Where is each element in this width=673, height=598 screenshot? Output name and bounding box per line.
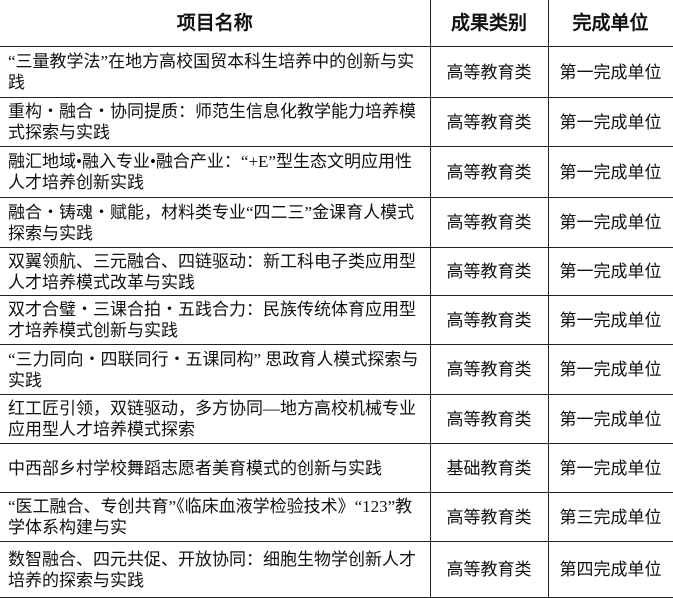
project-name-cell: “三量教学法”在地方高校国贸本科生培养中的创新与实践 — [0, 46, 431, 98]
table-row: 红工匠引领，双链驱动，多方协同—地方高校机械专业应用型人才培养模式探索 高等教育类… — [0, 394, 673, 444]
unit-cell: 第一完成单位 — [547, 344, 673, 395]
unit-cell: 第一完成单位 — [547, 295, 673, 345]
category-cell: 高等教育类 — [429, 46, 549, 98]
unit-cell: 第一完成单位 — [547, 247, 673, 296]
project-name-cell: 红工匠引领，双链驱动，多方协同—地方高校机械专业应用型人才培养模式探索 — [0, 394, 431, 444]
project-name-cell: 双才合璧・三课合拍・五践合力：民族传统体育应用型才培养模式创新与实践 — [0, 295, 431, 345]
unit-cell: 第三完成单位 — [547, 492, 673, 542]
unit-cell: 第一完成单位 — [547, 394, 673, 444]
table-row: 双翼领航、三元融合、四链驱动：新工科电子类应用型人才培养模式改革与实践 高等教育类… — [0, 247, 673, 296]
header-project-name: 项目名称 — [0, 0, 431, 47]
table-row: 中西部乡村学校舞蹈志愿者美育模式的创新与实践 基础教育类 第一完成单位 — [0, 443, 673, 493]
table-header-row: 项目名称 成果类别 完成单位 — [0, 0, 673, 47]
category-cell: 高等教育类 — [429, 492, 549, 542]
category-cell: 高等教育类 — [429, 344, 549, 395]
category-cell: 高等教育类 — [429, 97, 549, 147]
project-name-cell: 中西部乡村学校舞蹈志愿者美育模式的创新与实践 — [0, 443, 431, 493]
category-cell: 高等教育类 — [429, 541, 549, 598]
category-cell: 基础教育类 — [429, 443, 549, 493]
table-row: 重构・融合・协同提质：师范生信息化教学能力培养模式探索与实践 高等教育类 第一完成单… — [0, 97, 673, 147]
table-row: 融汇地域•融入专业•融合产业：“+E”型生态文明应用性人才培养创新实践 高等教育类… — [0, 146, 673, 198]
header-unit: 完成单位 — [547, 0, 673, 47]
unit-cell: 第四完成单位 — [547, 541, 673, 598]
project-name-cell: “医工融合、专创共育”《临床血液学检验技术》“123”教学体系构建与实 — [0, 492, 431, 542]
category-cell: 高等教育类 — [429, 197, 549, 248]
unit-cell: 第一完成单位 — [547, 197, 673, 248]
header-category: 成果类别 — [429, 0, 549, 47]
unit-cell: 第一完成单位 — [547, 443, 673, 493]
category-cell: 高等教育类 — [429, 295, 549, 345]
table-row: 双才合璧・三课合拍・五践合力：民族传统体育应用型才培养模式创新与实践 高等教育类第… — [0, 295, 673, 345]
project-name-cell: 双翼领航、三元融合、四链驱动：新工科电子类应用型人才培养模式改革与实践 — [0, 247, 431, 296]
unit-cell: 第一完成单位 — [547, 46, 673, 98]
project-name-cell: 重构・融合・协同提质：师范生信息化教学能力培养模式探索与实践 — [0, 97, 431, 147]
table-row: 融合・铸魂・赋能，材料类专业“四二三”金课育人模式探索与实践 高等教育类 第一完成单… — [0, 197, 673, 248]
category-cell: 高等教育类 — [429, 146, 549, 198]
table-row: “医工融合、专创共育”《临床血液学检验技术》“123”教学体系构建与实 高等教育类… — [0, 492, 673, 542]
table-row: 数智融合、四元共促、开放协同：细胞生物学创新人才培养的探索与实践 高等教育类 第四完… — [0, 541, 673, 598]
table-row: “三量教学法”在地方高校国贸本科生培养中的创新与实践 高等教育类 第一完成单位 — [0, 46, 673, 98]
project-name-cell: 融合・铸魂・赋能，材料类专业“四二三”金课育人模式探索与实践 — [0, 197, 431, 248]
project-name-cell: “三力同向・四联同行・五课同构” 思政育人模式探索与实践 — [0, 344, 431, 395]
unit-cell: 第一完成单位 — [547, 97, 673, 147]
unit-cell: 第一完成单位 — [547, 146, 673, 198]
table-row: “三力同向・四联同行・五课同构” 思政育人模式探索与实践 高等教育类 第一完成单位 — [0, 344, 673, 395]
project-name-cell: 数智融合、四元共促、开放协同：细胞生物学创新人才培养的探索与实践 — [0, 541, 431, 598]
category-cell: 高等教育类 — [429, 247, 549, 296]
category-cell: 高等教育类 — [429, 394, 549, 444]
project-name-cell: 融汇地域•融入专业•融合产业：“+E”型生态文明应用性人才培养创新实践 — [0, 146, 431, 198]
